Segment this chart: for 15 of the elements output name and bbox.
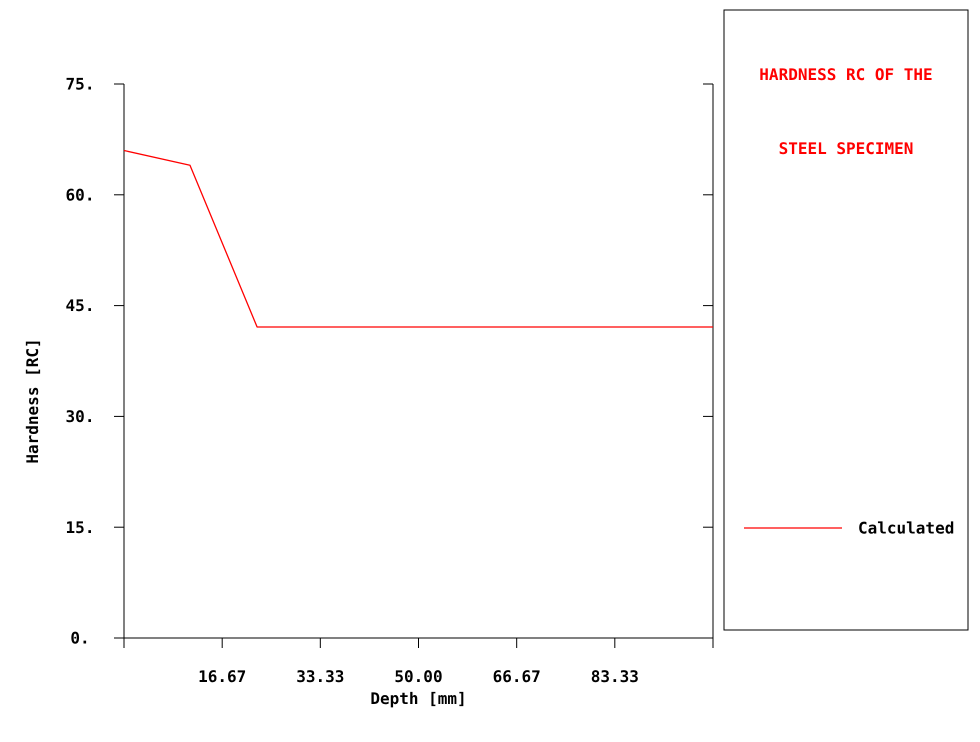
text: Calculated [858, 518, 954, 538]
x-tick-label: 16.67 [198, 667, 246, 686]
y-tick-label: 0. [70, 628, 90, 648]
y-axis-title: Hardness [RC] [23, 338, 42, 464]
y-tick-label: 15. [66, 518, 94, 537]
y-tick-label: 60. [66, 185, 94, 204]
y-tick-label: 45. [66, 296, 94, 316]
chart-title: HARDNESS RC OF THE STEEL SPECIMEN [759, 65, 933, 158]
x-tick-label: 83.33 [590, 667, 639, 686]
x-axis-title: Depth [mm] [370, 689, 467, 708]
x-tick-label: 66.67 [492, 667, 541, 686]
x-tick-label: 33.33 [296, 667, 344, 686]
y-tick-label: 75. [66, 74, 94, 94]
y-tick-label: 30. [66, 407, 94, 426]
x-tick-label: 50.00 [394, 667, 443, 686]
